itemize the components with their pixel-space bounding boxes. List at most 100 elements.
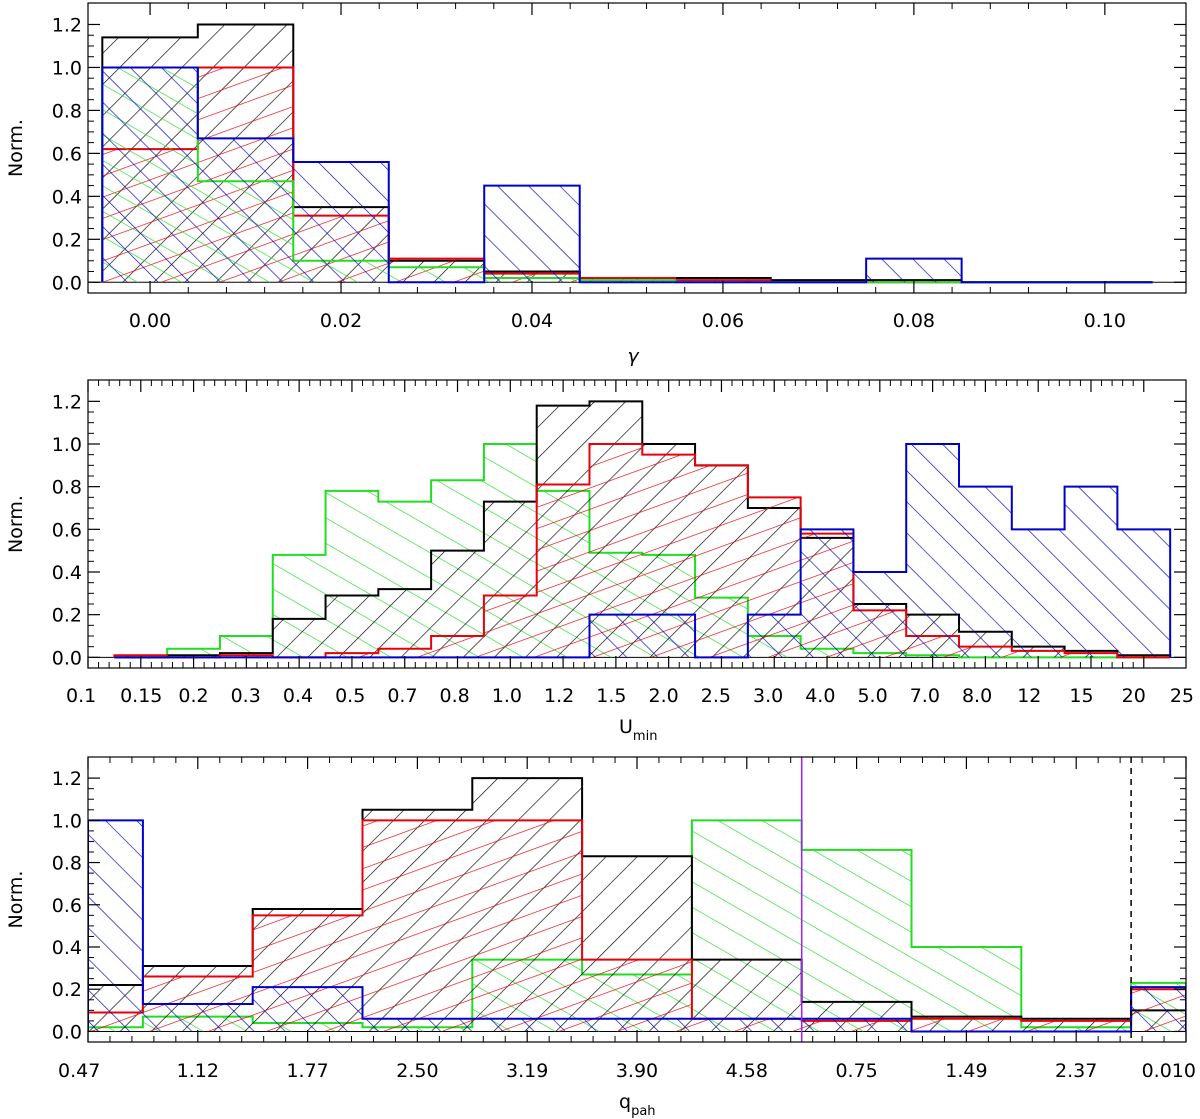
x-axis-label-subscript: pah — [631, 1104, 655, 1119]
x-axis-label-main: U — [619, 716, 633, 738]
axes-frame — [87, 2, 1187, 294]
y-tick-label: 0.6 — [52, 895, 82, 917]
bar-green-bin-1 — [167, 648, 220, 658]
x-tick-label: 0.08 — [893, 310, 935, 332]
y-axis-label: Norm. — [5, 871, 27, 929]
y-tick-label: 1.0 — [52, 434, 82, 456]
bar-blue-bin-10 — [642, 614, 696, 658]
x-tick-label: 4.0 — [805, 685, 835, 707]
x-tick-label: 2.50 — [396, 1060, 438, 1082]
x-axis-label: qpah — [619, 1091, 656, 1119]
x-tick-label: 0.75 — [835, 1060, 877, 1082]
series-blue — [101, 66, 1153, 284]
y-tick-label: 0.4 — [52, 562, 82, 584]
x-tick-label: 2.5 — [701, 685, 731, 707]
bar-blue-bin-16 — [959, 486, 1012, 658]
bar-blue-bin-13 — [800, 529, 854, 658]
y-tick-label: 0.6 — [52, 519, 82, 541]
x-axis-label-main: q — [619, 1091, 631, 1113]
x-tick-label: 3.19 — [506, 1060, 548, 1082]
gamma-histogram-panel: 0.0 0.2 0.4 0.6 0.8 1.0 1.2 0.00 0.02 0.04 0.06 0.0… — [5, 2, 1187, 367]
y-tick-label: 0.2 — [52, 979, 82, 1001]
y-axis-label: Norm. — [5, 495, 27, 553]
bar-red-bin-7 — [483, 595, 537, 658]
bar-blue-bin-1 — [142, 1004, 253, 1032]
x-tick-label: 0.3 — [231, 685, 261, 707]
y-tick-label: 0.0 — [52, 647, 82, 669]
x-tick-label: 1.49 — [945, 1060, 987, 1082]
bar-red-bin-8 — [911, 1018, 1022, 1032]
plot-area — [88, 400, 1186, 659]
bar-red-bin-8 — [536, 484, 590, 658]
y-tick-label: 1.2 — [52, 391, 82, 413]
x-tick-label: 3.0 — [753, 685, 783, 707]
bar-green-bin-3 — [388, 267, 485, 283]
x-tick-label: 0.1 — [66, 685, 96, 707]
y-tick-label: 0.0 — [52, 272, 82, 294]
series-blue — [88, 819, 1186, 1033]
x-tick-label: 12 — [1017, 685, 1041, 707]
umin-histogram-panel: 0.0 0.2 0.4 0.6 0.8 1.0 1.2 0.1 0.15 0.2 0.3 0.4 0.5… — [5, 379, 1194, 744]
bar-red-bin-6 — [431, 636, 484, 658]
x-tick-label: 7.0 — [910, 685, 940, 707]
x-tick-label: 15 — [1069, 685, 1093, 707]
step-outline-black — [88, 777, 1186, 1032]
x-tick-label: 3.90 — [616, 1060, 658, 1082]
step-outline-blue — [101, 66, 1153, 284]
bar-blue-bin-14 — [853, 572, 907, 658]
bar-blue-bin-4 — [472, 1018, 583, 1032]
bar-blue-bin-4 — [484, 185, 580, 283]
x-tick-label: 1.77 — [286, 1060, 328, 1082]
bar-blue-bin-1 — [197, 138, 294, 283]
bar-black-bin-7 — [770, 280, 867, 283]
bar-black-bin-3 — [272, 618, 326, 658]
x-tick-label: 0.7 — [387, 685, 417, 707]
y-tick-label: 0.2 — [52, 229, 82, 251]
x-axis-label-subscript: min — [633, 729, 658, 744]
y-tick-label: 0.8 — [52, 853, 82, 875]
y-axis-label: Norm. — [5, 119, 27, 177]
x-tick-label: 0.15 — [120, 685, 162, 707]
y-tick-label: 1.2 — [52, 14, 82, 36]
y-tick-label: 1.0 — [52, 810, 82, 832]
y-tick-label: 0.8 — [52, 477, 82, 499]
bar-blue-bin-19 — [1117, 529, 1171, 658]
bar-blue-bin-2 — [293, 161, 389, 283]
bar-red-bin-5 — [378, 648, 432, 658]
bar-blue-bin-0 — [102, 67, 198, 283]
bar-blue-bin-0 — [88, 820, 143, 1032]
plot-area — [88, 23, 1186, 284]
bar-blue-bin-2 — [252, 987, 363, 1032]
x-tick-label: 2.0 — [649, 685, 679, 707]
x-tick-label: 0.04 — [511, 310, 553, 332]
y-tick-label: 0.2 — [52, 605, 82, 627]
bar-blue-bin-7 — [801, 1018, 912, 1032]
bar-green-bin-5 — [579, 280, 676, 283]
x-tick-label: 8.0 — [962, 685, 992, 707]
bar-blue-bin-15 — [906, 444, 960, 658]
bar-red-bin-9 — [1021, 1020, 1132, 1032]
bar-blue-bin-5 — [582, 1018, 692, 1032]
bar-blue-bin-9 — [589, 614, 643, 658]
x-tick-label: 0.00 — [129, 310, 171, 332]
x-tick-label: 0.4 — [283, 685, 313, 707]
y-tick-label: 0.6 — [52, 143, 82, 165]
bar-blue-bin-8 — [866, 258, 962, 283]
qpah-histogram-panel: 0.0 0.2 0.4 0.6 0.8 1.0 1.2 0.47 1.12 1.77 2.50 3.1… — [5, 756, 1196, 1119]
x-tick-label: 0.5 — [335, 685, 365, 707]
y-tick-label: 0.8 — [52, 100, 82, 122]
bar-blue-bin-6 — [691, 1018, 802, 1032]
x-axis-label: γ — [627, 345, 640, 367]
x-tick-label: 1.12 — [177, 1060, 219, 1082]
bar-red-bin-11 — [695, 465, 748, 658]
bar-black-bin-5 — [378, 589, 432, 658]
x-tick-label: 0.47 — [58, 1060, 100, 1082]
x-tick-label: 0.8 — [440, 685, 470, 707]
x-tick-label: 0.10 — [1084, 310, 1126, 332]
bar-red-bin-4 — [325, 653, 379, 658]
y-tick-label: 1.2 — [52, 768, 82, 790]
bar-blue-bin-12 — [747, 614, 801, 658]
x-tick-label: 0.2 — [178, 685, 208, 707]
bar-black-bin-4 — [325, 595, 379, 658]
